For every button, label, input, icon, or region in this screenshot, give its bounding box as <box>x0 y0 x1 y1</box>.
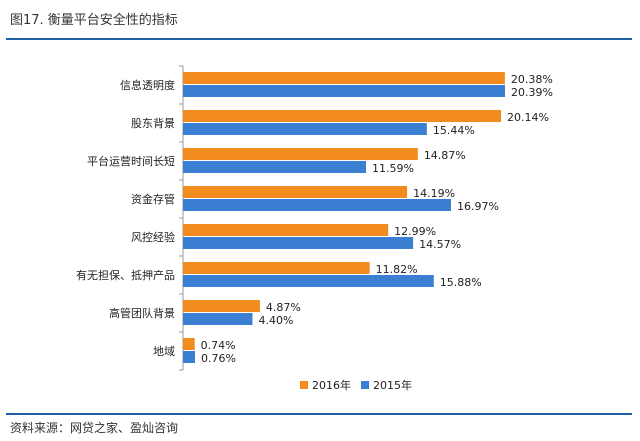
bar-2016 <box>183 148 418 160</box>
bar-2016 <box>183 262 370 274</box>
category-label: 风控经验 <box>131 230 175 244</box>
data-label: 4.40% <box>258 314 293 327</box>
data-label: 16.97% <box>457 200 499 213</box>
legend-swatch-2016 <box>300 381 308 389</box>
bar-2015 <box>183 237 414 249</box>
legend-swatch-2015 <box>361 381 369 389</box>
bar-2015 <box>183 199 451 211</box>
data-label: 14.87% <box>424 149 466 162</box>
source-note: 资料来源：网贷之家、盈灿咨询 <box>10 421 179 435</box>
bar-2015 <box>183 85 505 97</box>
category-label: 平台运营时间长短 <box>87 154 175 168</box>
data-label: 14.57% <box>419 238 461 251</box>
bottom-divider <box>6 413 632 415</box>
data-label: 15.88% <box>440 276 482 289</box>
chart-title: 图17. 衡量平台安全性的指标 <box>10 13 178 28</box>
category-label: 有无担保、抵押产品 <box>76 268 175 282</box>
bar-2016 <box>183 110 502 122</box>
legend-label-2016: 2016年 <box>312 379 351 392</box>
bar-2016 <box>183 300 260 312</box>
category-label: 股东背景 <box>131 116 175 130</box>
bar-2015 <box>183 351 196 363</box>
bar-2015 <box>183 123 427 135</box>
bar-2015 <box>183 161 367 173</box>
legend-item-2015: 2015年 <box>361 377 412 393</box>
bar-2016 <box>183 72 505 84</box>
category-label: 资金存管 <box>131 192 175 206</box>
data-label: 14.19% <box>413 187 455 200</box>
category-label: 地域 <box>153 345 175 358</box>
data-label: 20.38% <box>511 73 553 86</box>
top-divider <box>6 38 632 40</box>
bar-2016 <box>183 186 408 198</box>
legend: 2016年 2015年 <box>300 377 412 393</box>
bar-2016 <box>183 224 389 236</box>
data-label: 20.14% <box>507 111 549 124</box>
data-label: 11.59% <box>372 162 414 175</box>
data-label: 0.76% <box>201 352 236 365</box>
data-label: 20.39% <box>511 86 553 99</box>
data-label: 12.99% <box>394 225 436 238</box>
data-label: 0.74% <box>201 339 236 352</box>
data-label: 15.44% <box>433 124 475 137</box>
legend-item-2016: 2016年 <box>300 377 351 393</box>
category-label: 信息透明度 <box>120 78 175 92</box>
bar-2015 <box>183 313 253 325</box>
legend-label-2015: 2015年 <box>373 379 412 392</box>
bar-2016 <box>183 338 195 350</box>
category-label: 高管团队背景 <box>109 306 175 320</box>
data-label: 11.82% <box>376 263 418 276</box>
data-label: 4.87% <box>266 301 301 314</box>
bar-2015 <box>183 275 434 287</box>
